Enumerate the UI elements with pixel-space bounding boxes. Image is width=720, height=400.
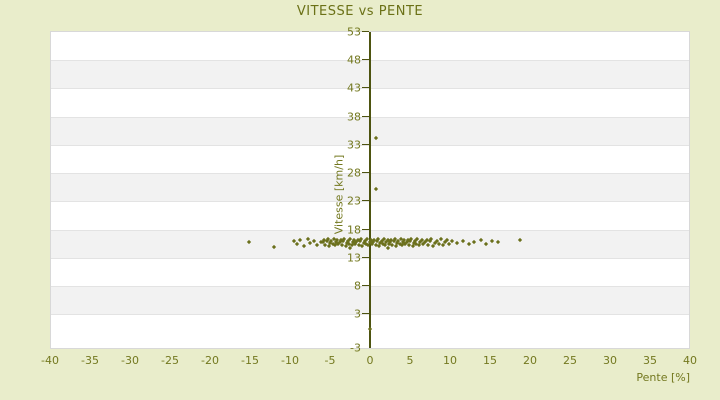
y-tick-label: -3 <box>350 341 361 355</box>
y-tick-label: 8 <box>354 279 361 293</box>
x-tick-label: 35 <box>643 354 657 367</box>
x-tick-label: -25 <box>161 354 179 367</box>
y-tick-mark <box>362 313 369 315</box>
y-tick-label: 28 <box>347 166 361 180</box>
x-axis-title: Pente [%] <box>636 371 690 384</box>
x-tick-label: 20 <box>523 354 537 367</box>
y-tick-mark <box>362 59 369 61</box>
y-tick-label: 43 <box>347 81 361 95</box>
x-tick-label: -5 <box>324 354 336 367</box>
x-tick-label: -20 <box>201 354 219 367</box>
plot-area: 53 48 43 38 33 28 23 18 13 8 3 -3 <box>50 26 690 355</box>
y-tick-mark <box>362 228 369 230</box>
x-tick-label: -35 <box>81 354 99 367</box>
y-tick-mark <box>362 115 369 117</box>
y-tick-mark <box>362 143 369 145</box>
x-tick-label: 15 <box>483 354 497 367</box>
chart-title: VITESSE vs PENTE <box>296 4 424 19</box>
y-tick-label: 3 <box>354 307 361 321</box>
y-tick-label: 33 <box>347 138 361 152</box>
x-tick-label: 0 <box>366 354 374 367</box>
y-axis-title: Vitesse [km/h] <box>332 154 346 235</box>
y-tick-mark <box>362 172 369 174</box>
y-tick-label: 13 <box>347 251 361 265</box>
y-tick-mark <box>362 256 369 258</box>
y-tick-mark <box>362 200 369 202</box>
y-tick-label: 53 <box>347 25 361 39</box>
y-tick-label: 48 <box>347 53 361 67</box>
y-tick-mark <box>362 31 369 32</box>
x-tick-label: -30 <box>121 354 139 367</box>
y-tick-label: 38 <box>347 110 361 124</box>
x-tick-label: 40 <box>683 354 697 367</box>
x-tick-label: 10 <box>443 354 457 367</box>
x-tick-label: 25 <box>563 354 577 367</box>
x-tick-label: -10 <box>281 354 299 367</box>
x-tick-label: 30 <box>603 354 617 367</box>
x-tick-label: -15 <box>241 354 259 367</box>
x-tick-label: 5 <box>406 354 414 367</box>
x-tick-label: -40 <box>41 354 59 367</box>
y-tick-mark <box>362 87 369 89</box>
y-axis-line <box>369 32 371 348</box>
y-tick-label: 23 <box>347 194 361 208</box>
y-tick-label: 18 <box>347 223 361 236</box>
y-tick-mark <box>362 284 369 286</box>
